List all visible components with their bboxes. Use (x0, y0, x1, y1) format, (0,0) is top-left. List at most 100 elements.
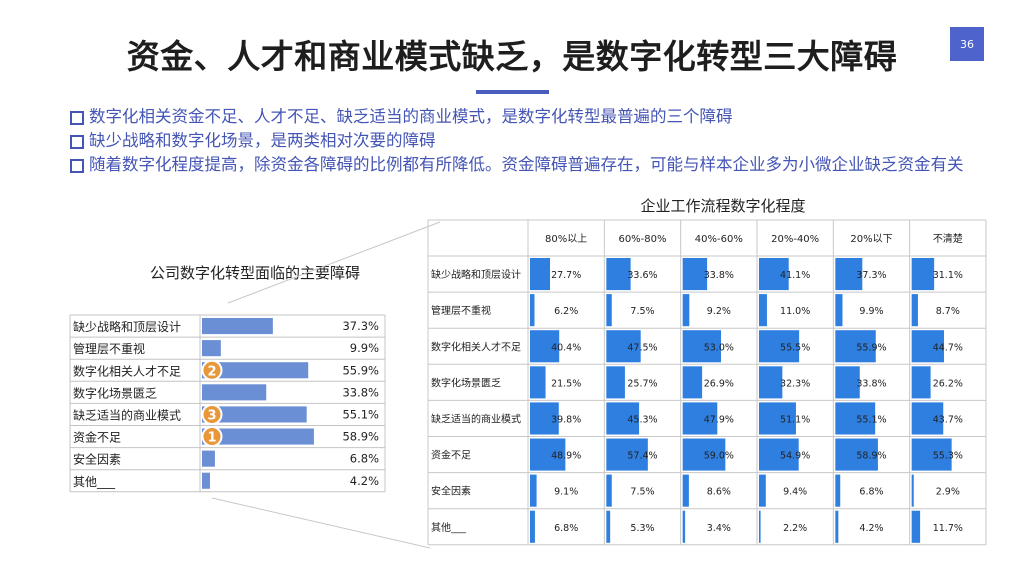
bar-0 (202, 318, 273, 335)
right-table-title: 企业工作流程数字化程度 (640, 197, 806, 215)
cell-value: 47.9% (704, 414, 734, 425)
rank-badge-label: 2 (207, 364, 216, 379)
cell-value: 6.2% (554, 306, 578, 317)
bar-4 (202, 406, 307, 423)
cell-value: 57.4% (627, 451, 657, 462)
cell-bar-6-2 (682, 474, 689, 507)
bullet-text: 数字化相关资金不足、人才不足、缺乏适当的商业模式，是数字化转型最普遍的三个障碍 (89, 107, 733, 126)
row-label: 安全因素 (431, 485, 471, 498)
value-label: 6.8% (350, 452, 379, 466)
cell-value: 11.7% (933, 523, 963, 534)
cell-bar-3-5 (911, 366, 931, 399)
cell-value: 27.7% (551, 270, 581, 281)
cell-bar-1-4 (835, 294, 843, 327)
value-label: 4.2% (350, 474, 379, 488)
cell-value: 33.6% (627, 270, 657, 281)
square-bullet-icon (70, 135, 84, 149)
bar-6 (202, 450, 215, 467)
cell-value: 39.8% (551, 414, 581, 425)
cell-value: 25.7% (627, 378, 657, 389)
category-label: 缺乏适当的商业模式 (73, 407, 181, 422)
row-label: 缺乏适当的商业模式 (431, 412, 521, 425)
cell-value: 33.8% (856, 378, 886, 389)
bar-5 (202, 428, 314, 445)
category-label: 数字化相关人才不足 (73, 363, 181, 378)
cell-bar-7-5 (911, 510, 921, 543)
cell-bar-0-1 (606, 258, 631, 291)
cell-bar-1-3 (758, 294, 767, 327)
cell-value: 51.1% (780, 414, 810, 425)
cell-bar-4-2 (682, 402, 718, 435)
cell-value: 6.8% (859, 487, 883, 498)
column-header: 不清楚 (933, 232, 963, 245)
cell-bar-5-4 (835, 438, 878, 471)
cell-bar-2-5 (911, 330, 944, 363)
bar-3 (202, 384, 267, 401)
cell-value: 9.4% (783, 487, 807, 498)
cell-value: 9.1% (554, 487, 578, 498)
cell-bar-7-2 (682, 510, 686, 543)
column-header: 20%-40% (771, 234, 819, 245)
cell-bar-5-1 (606, 438, 648, 471)
cell-bar-4-1 (606, 402, 640, 435)
cell-value: 58.9% (856, 451, 886, 462)
value-label: 9.9% (350, 341, 379, 355)
callout-line-bottom (211, 497, 431, 549)
category-label: 资金不足 (73, 430, 121, 445)
value-label: 58.9% (342, 430, 379, 444)
page-number-badge: 36 (950, 27, 984, 61)
column-header: 20%以下 (850, 234, 892, 245)
cell-bar-3-4 (835, 366, 860, 399)
bar-2 (202, 362, 309, 379)
bullet-text: 缺少战略和数字化场景，是两类相对次要的障碍 (89, 131, 436, 150)
cell-value: 41.1% (780, 270, 810, 281)
row-label: 缺少战略和顶层设计 (431, 268, 521, 281)
value-label: 55.1% (342, 407, 379, 421)
cell-bar-0-0 (530, 258, 551, 291)
cell-bar-2-4 (835, 330, 876, 363)
cell-bar-6-5 (911, 474, 914, 507)
cell-bar-1-2 (682, 294, 690, 327)
rank-badge-label: 3 (207, 408, 216, 423)
cell-bar-3-0 (530, 366, 546, 399)
row-label: 数字化场景匮乏 (431, 376, 501, 389)
value-label: 33.8% (342, 385, 379, 399)
cell-bar-3-3 (758, 366, 783, 399)
cell-value: 8.6% (707, 487, 731, 498)
cell-bar-7-3 (758, 510, 761, 543)
cell-bar-2-0 (530, 330, 560, 363)
rank-badge-2 (201, 359, 223, 381)
cell-value: 26.9% (704, 378, 734, 389)
cell-bar-4-0 (530, 402, 559, 435)
square-bullet-icon (70, 159, 84, 173)
bar-7 (202, 472, 210, 489)
cell-value: 8.7% (936, 306, 960, 317)
bullet-text: 随着数字化程度提高，除资金各障碍的比例都有所降低。资金障碍普遍存在，可能与样本企… (89, 155, 964, 174)
cell-bar-5-2 (682, 438, 726, 471)
cell-bar-1-0 (530, 294, 535, 327)
category-label: 缺少战略和顶层设计 (73, 319, 181, 334)
cell-value: 55.3% (933, 451, 963, 462)
column-header: 80%以上 (545, 233, 587, 245)
cell-value: 9.9% (859, 306, 883, 317)
value-label: 55.9% (342, 363, 379, 377)
cell-value: 55.5% (780, 342, 810, 353)
cell-value: 7.5% (630, 306, 654, 317)
cell-value: 44.7% (933, 342, 963, 353)
cell-value: 5.3% (630, 523, 654, 534)
row-label: 资金不足 (431, 449, 471, 462)
row-label: 数字化相关人才不足 (431, 340, 521, 353)
cell-bar-2-2 (682, 330, 721, 363)
cell-value: 40.4% (551, 342, 581, 353)
bullet-item: 缺少战略和数字化场景，是两类相对次要的障碍 (70, 129, 970, 153)
cell-value: 6.8% (554, 523, 578, 534)
cell-bar-7-0 (530, 510, 535, 543)
cell-bar-3-2 (682, 366, 703, 399)
cell-bar-7-1 (606, 510, 611, 543)
rank-badge-1 (201, 426, 223, 448)
cell-value: 31.1% (933, 270, 963, 281)
cell-bar-1-1 (606, 294, 612, 327)
cell-bar-2-1 (606, 330, 641, 363)
column-header: 40%-60% (695, 234, 743, 245)
